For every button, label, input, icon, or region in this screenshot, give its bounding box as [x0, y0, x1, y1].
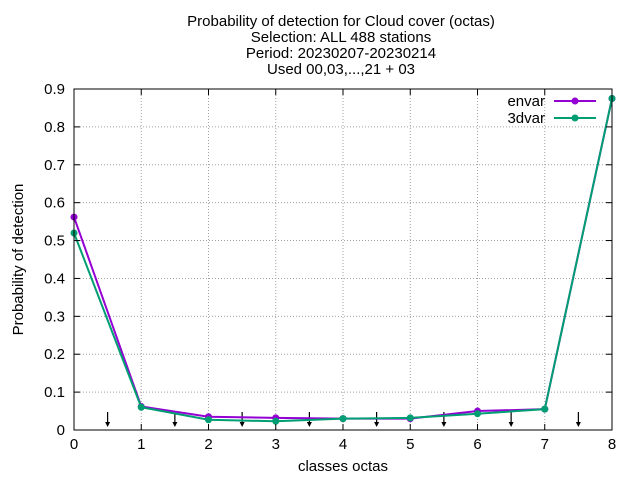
chart-title: Probability of detection for Cloud cover…: [187, 13, 495, 30]
chart-title-block: Probability of detection for Cloud cover…: [187, 13, 495, 78]
y-tick-label: 0.8: [44, 119, 65, 136]
boundary-arrow-head: [508, 422, 514, 427]
boundary-arrow-head: [575, 422, 581, 427]
grid-lines: [73, 88, 613, 431]
data-point-3dvar: [339, 415, 347, 423]
y-axis-label: Probability of detection: [10, 184, 27, 336]
x-tick-label: 1: [137, 436, 145, 453]
boundary-arrow-head: [306, 422, 312, 427]
legend-label-envar: envar: [507, 93, 545, 110]
x-tick-label: 0: [70, 436, 78, 453]
x-axis-label: classes octas: [298, 458, 388, 475]
legend-marker-3dvar: [571, 114, 579, 122]
boundary-arrow-head: [239, 422, 245, 427]
x-tick-label: 4: [339, 436, 347, 453]
y-tick-label: 0.5: [44, 233, 65, 250]
y-tick-label: 0.2: [44, 346, 65, 363]
y-tick-label: 0.4: [44, 270, 65, 287]
series-lines: [70, 94, 616, 425]
boundary-arrow-head: [172, 422, 178, 427]
data-point-3dvar: [137, 403, 145, 411]
data-point-3dvar: [474, 410, 481, 418]
boundary-arrow-head: [374, 422, 380, 427]
y-tick-label: 0.7: [44, 157, 65, 174]
x-tick-label: 6: [473, 436, 481, 453]
y-tick-label: 0.3: [44, 308, 65, 325]
data-point-3dvar: [406, 414, 414, 422]
x-tick-label: 2: [204, 436, 212, 453]
y-tick-label: 0.9: [44, 81, 65, 98]
x-tick-label: 5: [406, 436, 414, 453]
boundary-arrow-head: [105, 422, 111, 427]
chart-subtitle-selection: Selection: ALL 488 stations: [251, 29, 431, 46]
chart-subtitle-used: Used 00,03,...,21 + 03: [267, 61, 415, 78]
data-point-3dvar: [205, 416, 212, 424]
data-point-3dvar: [541, 405, 549, 413]
chart-subtitle-period: Period: 20230207-20230214: [246, 45, 436, 62]
x-tick-label: 3: [272, 436, 280, 453]
data-point-3dvar: [272, 417, 280, 425]
legend-marker-envar: [571, 97, 579, 105]
y-tick-label: 0.1: [44, 384, 65, 401]
x-tick-label: 8: [608, 436, 616, 453]
boundary-arrow-head: [441, 422, 447, 427]
axis-ticks: 0 1 2 3 4 5 6 7 8 0 0.1 0.2 0.3 0.4 0.5 0.6 0.7 0.8 0.9: [44, 81, 616, 453]
legend-label-3dvar: 3dvar: [507, 110, 545, 127]
y-tick-label: 0: [57, 422, 65, 439]
y-tick-label: 0.6: [44, 195, 65, 212]
x-tick-label: 7: [541, 436, 549, 453]
